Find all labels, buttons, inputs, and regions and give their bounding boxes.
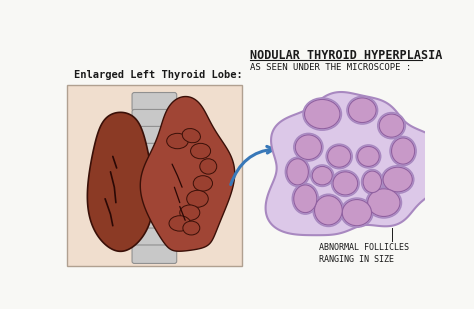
Ellipse shape xyxy=(191,143,210,159)
Ellipse shape xyxy=(183,221,200,235)
FancyBboxPatch shape xyxy=(66,85,242,266)
Ellipse shape xyxy=(366,187,401,218)
Ellipse shape xyxy=(182,129,201,143)
Ellipse shape xyxy=(303,98,341,130)
Ellipse shape xyxy=(167,133,188,149)
Ellipse shape xyxy=(326,144,352,169)
FancyBboxPatch shape xyxy=(132,160,177,179)
FancyBboxPatch shape xyxy=(132,228,177,247)
Ellipse shape xyxy=(312,167,332,185)
Ellipse shape xyxy=(383,167,412,192)
Ellipse shape xyxy=(328,146,351,167)
FancyBboxPatch shape xyxy=(132,194,177,213)
Ellipse shape xyxy=(285,157,310,186)
Ellipse shape xyxy=(363,171,382,193)
Ellipse shape xyxy=(358,146,379,167)
Ellipse shape xyxy=(294,133,323,161)
Ellipse shape xyxy=(304,99,340,129)
FancyBboxPatch shape xyxy=(132,92,177,111)
Ellipse shape xyxy=(310,165,334,186)
Ellipse shape xyxy=(287,159,309,185)
FancyBboxPatch shape xyxy=(132,126,177,145)
Text: Enlarged Left Thyroid Lobe:: Enlarged Left Thyroid Lobe: xyxy=(74,70,243,80)
Ellipse shape xyxy=(379,114,404,137)
Ellipse shape xyxy=(200,159,217,174)
Text: AS SEEN UNDER THE MICROSCOPE :: AS SEEN UNDER THE MICROSCOPE : xyxy=(250,63,411,72)
Ellipse shape xyxy=(292,183,319,214)
Ellipse shape xyxy=(362,170,383,194)
Ellipse shape xyxy=(342,200,372,226)
FancyBboxPatch shape xyxy=(132,109,177,128)
Ellipse shape xyxy=(313,194,344,226)
Ellipse shape xyxy=(331,170,359,197)
Polygon shape xyxy=(265,92,455,235)
Ellipse shape xyxy=(187,190,208,207)
Ellipse shape xyxy=(368,189,400,217)
Ellipse shape xyxy=(347,96,378,124)
FancyBboxPatch shape xyxy=(132,177,177,196)
Polygon shape xyxy=(140,96,235,251)
Ellipse shape xyxy=(295,135,321,159)
Ellipse shape xyxy=(378,112,405,139)
Text: NODULAR THYROID HYPERPLASIA: NODULAR THYROID HYPERPLASIA xyxy=(250,49,442,62)
Ellipse shape xyxy=(392,138,415,164)
Ellipse shape xyxy=(180,205,200,220)
Ellipse shape xyxy=(193,176,212,191)
FancyBboxPatch shape xyxy=(132,143,177,162)
Ellipse shape xyxy=(333,172,358,195)
Ellipse shape xyxy=(390,136,416,166)
Ellipse shape xyxy=(382,166,414,193)
Ellipse shape xyxy=(169,216,191,231)
Ellipse shape xyxy=(348,98,376,123)
Text: ABNORMAL FOLLICLES
RANGING IN SIZE: ABNORMAL FOLLICLES RANGING IN SIZE xyxy=(319,243,409,264)
Polygon shape xyxy=(87,112,154,251)
FancyBboxPatch shape xyxy=(132,211,177,230)
Ellipse shape xyxy=(315,196,342,225)
Ellipse shape xyxy=(341,198,373,227)
Ellipse shape xyxy=(356,145,381,168)
Ellipse shape xyxy=(294,185,317,213)
FancyBboxPatch shape xyxy=(132,245,177,264)
